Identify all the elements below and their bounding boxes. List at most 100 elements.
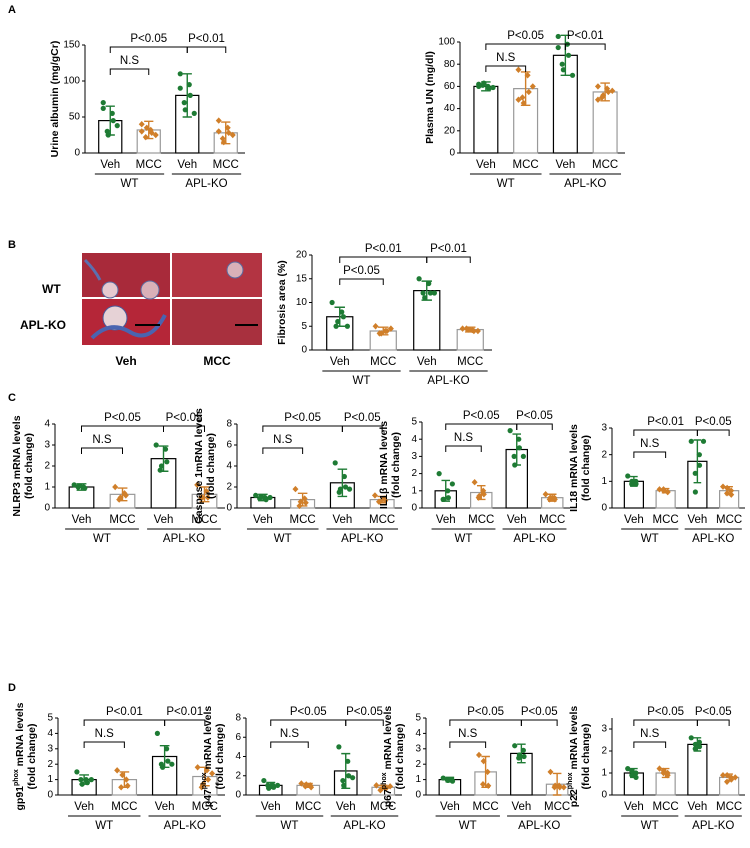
data-point — [138, 121, 145, 128]
y-tick-label: 0 — [226, 503, 232, 514]
histology-col-label: MCC — [203, 354, 231, 368]
group-label: APL-KO — [341, 533, 383, 545]
significance-label: N.S — [280, 728, 300, 740]
y-axis-label-part: IL1β mRNA levels — [378, 421, 390, 509]
data-point — [177, 71, 183, 77]
panel-label: C — [8, 392, 16, 404]
data-point — [688, 735, 694, 741]
data-point — [696, 462, 703, 468]
data-point — [445, 777, 451, 783]
y-axis-label-part: (fold change) — [580, 435, 592, 501]
significance-label: P<0.05 — [166, 412, 203, 424]
y-axis-label-sup: phox — [13, 769, 20, 786]
data-point — [187, 92, 193, 98]
significance-label: P<0.01 — [188, 33, 225, 45]
x-tick-label: Veh — [555, 159, 575, 171]
x-tick-label: MCC — [544, 801, 570, 813]
significance-label: P<0.05 — [346, 706, 383, 718]
x-tick-label: MCC — [191, 514, 217, 526]
data-point — [476, 492, 483, 500]
data-point — [656, 765, 663, 772]
y-tick-label: 1 — [601, 476, 607, 487]
y-axis-label-part: Plasma UN (mg/dl) — [424, 51, 436, 144]
data-point — [372, 323, 379, 330]
data-point — [476, 83, 482, 89]
y-tick-label: 20 — [444, 125, 456, 136]
glomerulus — [101, 281, 119, 299]
y-tick-label: 1 — [411, 485, 417, 496]
data-point — [119, 771, 126, 779]
data-point — [480, 757, 487, 765]
data-point — [449, 778, 456, 784]
x-tick-label: Veh — [155, 801, 175, 813]
y-axis-label-part: p47 — [202, 789, 214, 807]
y-tick-label: 4 — [415, 728, 421, 739]
x-tick-label: MCC — [109, 514, 135, 526]
data-point — [594, 96, 601, 103]
data-point — [346, 773, 352, 779]
data-point — [520, 747, 526, 753]
x-tick-label: MCC — [539, 514, 565, 526]
y-tick-label: 15 — [296, 273, 308, 284]
y-axis-label-part: (fold change) — [26, 724, 38, 790]
data-point — [383, 327, 390, 335]
significance-label: P<0.05 — [521, 706, 558, 718]
data-point — [470, 327, 477, 335]
data-point — [346, 486, 353, 492]
y-tick-label: 100 — [438, 37, 455, 48]
significance-bracket — [449, 719, 522, 726]
data-point — [732, 774, 739, 781]
y-tick-label: 10 — [296, 297, 308, 308]
data-point — [303, 781, 310, 788]
data-point — [696, 739, 702, 745]
significance-bracket — [81, 425, 164, 432]
fibrosis-streak — [90, 314, 167, 340]
y-tick-label: 2 — [411, 468, 417, 479]
data-point — [486, 86, 492, 92]
data-point — [220, 139, 227, 146]
data-point — [164, 459, 170, 465]
y-axis-label: p47phox mRNA levels — [201, 706, 213, 808]
data-point — [660, 487, 667, 494]
x-tick-label: Veh — [154, 514, 174, 526]
data-point — [449, 481, 455, 487]
y-tick-label: 0 — [601, 790, 607, 801]
significance-bracket — [445, 423, 518, 430]
significance-bracket — [83, 741, 125, 748]
data-point — [158, 463, 165, 469]
data-point — [224, 124, 231, 131]
x-tick-label: MCC — [468, 514, 494, 526]
significance-label: N.S — [640, 728, 660, 740]
data-point — [629, 768, 635, 774]
data-point — [529, 83, 536, 90]
x-tick-label: Veh — [440, 801, 460, 813]
y-axis-label-part: mRNA levels — [382, 706, 394, 773]
y-tick-label: 6 — [235, 732, 241, 743]
data-point — [337, 486, 343, 492]
data-point — [481, 80, 487, 86]
data-point — [516, 436, 522, 442]
data-point — [723, 778, 730, 785]
significance-bracket — [262, 447, 304, 454]
data-point — [422, 295, 428, 301]
data-point — [203, 488, 210, 495]
data-point — [633, 774, 639, 781]
significance-bracket — [449, 741, 487, 748]
data-point — [479, 781, 486, 788]
significance-bracket — [426, 256, 471, 263]
data-point — [261, 777, 267, 784]
y-axis-label-part: mRNA levels — [14, 702, 26, 769]
x-tick-label: Veh — [687, 801, 707, 813]
y-axis-label: Plasma UN (mg/dl) — [424, 51, 436, 144]
x-tick-label: MCC — [653, 514, 679, 526]
x-tick-label: Veh — [624, 801, 644, 813]
data-point — [445, 488, 451, 494]
data-point — [594, 83, 601, 90]
data-point — [484, 768, 491, 776]
y-tick-label: 2 — [601, 746, 607, 757]
data-point — [71, 482, 77, 488]
y-axis-label: Caspase 1mRNA levels — [193, 408, 205, 524]
significance-bracket — [633, 451, 667, 458]
data-point — [552, 782, 559, 789]
y-tick-label: 8 — [235, 713, 241, 724]
